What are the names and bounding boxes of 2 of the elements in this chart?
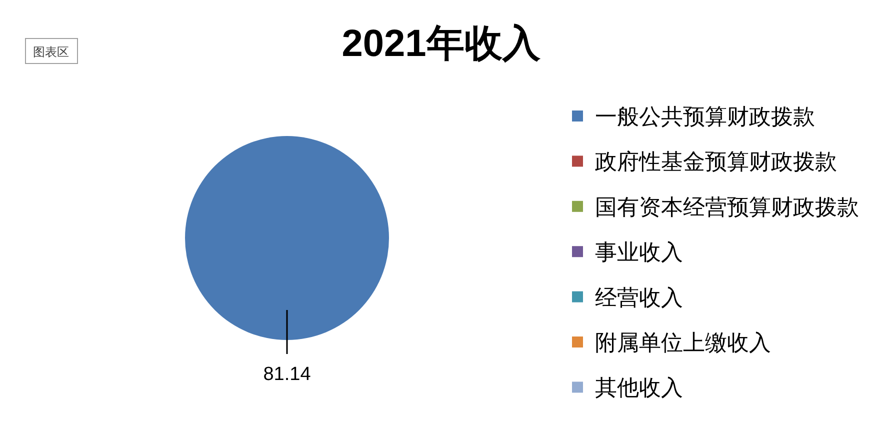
annotation: 图表区 — [25, 38, 78, 64]
title: 2021年收入 — [342, 23, 540, 65]
